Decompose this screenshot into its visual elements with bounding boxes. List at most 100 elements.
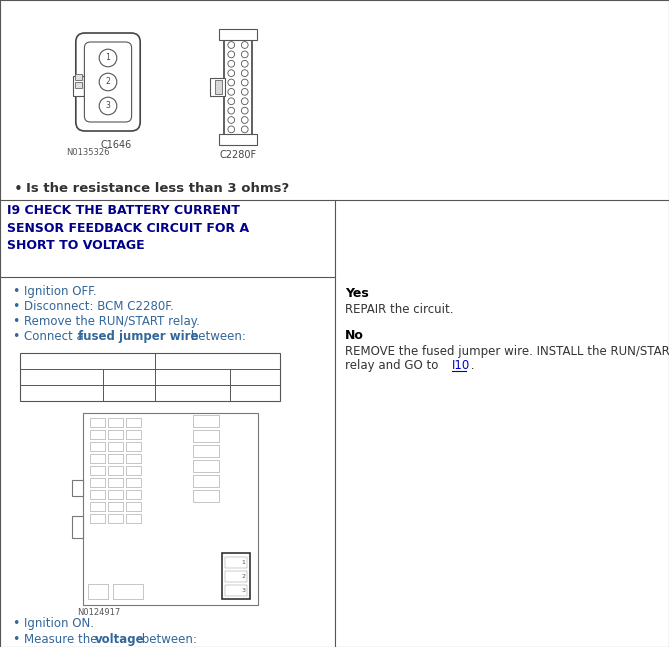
Bar <box>210 78 225 96</box>
Bar <box>90 478 104 487</box>
Bar <box>193 490 219 502</box>
Bar <box>75 82 82 89</box>
Bar <box>112 584 142 599</box>
Bar <box>90 418 104 427</box>
Circle shape <box>242 89 248 95</box>
Bar <box>108 430 122 439</box>
Text: Pin: Pin <box>54 372 70 382</box>
Circle shape <box>228 70 235 76</box>
Bar <box>108 454 122 463</box>
Bar <box>90 502 104 511</box>
Circle shape <box>242 41 248 49</box>
Bar <box>193 415 219 427</box>
Bar <box>90 454 104 463</box>
Circle shape <box>228 116 235 124</box>
Circle shape <box>242 60 248 67</box>
Text: Negative: Negative <box>169 356 216 366</box>
Bar <box>90 514 104 523</box>
Bar <box>126 490 140 499</box>
Circle shape <box>242 116 248 124</box>
Text: —: — <box>124 388 134 398</box>
Text: Positive Lead: Positive Lead <box>54 356 122 366</box>
Text: I9 CHECK THE BATTERY CURRENT
SENSOR FEEDBACK CIRCUIT FOR A
SHORT TO VOLTAGE: I9 CHECK THE BATTERY CURRENT SENSOR FEED… <box>7 204 249 252</box>
Bar <box>126 514 140 523</box>
Text: I10: I10 <box>452 359 470 372</box>
Bar <box>126 418 140 427</box>
Circle shape <box>228 126 235 133</box>
Circle shape <box>228 98 235 105</box>
Text: Circuit: Circuit <box>238 372 272 382</box>
Text: C2280F-3: C2280F-3 <box>37 388 86 398</box>
Text: between:: between: <box>138 633 197 646</box>
Bar <box>75 74 82 80</box>
Bar <box>90 466 104 475</box>
Bar <box>126 430 140 439</box>
Text: •: • <box>12 300 19 313</box>
Bar <box>126 502 140 511</box>
Bar <box>108 418 122 427</box>
Text: No: No <box>345 329 364 342</box>
Text: C2280F-5: C2280F-5 <box>167 388 217 398</box>
Bar <box>193 430 219 442</box>
Text: —: — <box>250 388 260 398</box>
Text: Ignition ON.: Ignition ON. <box>24 617 94 630</box>
Text: Pin: Pin <box>185 372 200 382</box>
Text: relay and GO to: relay and GO to <box>345 359 442 372</box>
Text: C1646: C1646 <box>100 140 132 150</box>
Circle shape <box>228 89 235 95</box>
Text: N0124917: N0124917 <box>78 608 120 617</box>
Bar <box>126 478 140 487</box>
Circle shape <box>99 49 117 67</box>
Bar <box>20 353 280 401</box>
Text: •: • <box>12 315 19 328</box>
Bar <box>108 442 122 451</box>
Text: 2: 2 <box>106 78 110 87</box>
Text: Circuit: Circuit <box>112 372 146 382</box>
Text: .: . <box>467 359 474 372</box>
Circle shape <box>242 126 248 133</box>
Circle shape <box>242 107 248 114</box>
Text: Connect a: Connect a <box>24 330 88 343</box>
Bar <box>90 430 104 439</box>
Bar <box>72 516 82 538</box>
FancyBboxPatch shape <box>84 42 132 122</box>
Text: •: • <box>12 617 19 630</box>
Text: REPAIR the circuit.: REPAIR the circuit. <box>345 303 454 316</box>
FancyBboxPatch shape <box>76 33 140 131</box>
Bar <box>108 478 122 487</box>
Bar <box>108 466 122 475</box>
Bar <box>193 475 219 487</box>
Bar <box>73 76 84 96</box>
Text: Measure the: Measure the <box>24 633 101 646</box>
Text: Disconnect: BCM C2280F.: Disconnect: BCM C2280F. <box>24 300 174 313</box>
Text: C2280F: C2280F <box>219 150 257 160</box>
Bar <box>219 134 257 145</box>
Circle shape <box>228 107 235 114</box>
Text: REMOVE the fused jumper wire. INSTALL the RUN/START: REMOVE the fused jumper wire. INSTALL th… <box>345 345 669 358</box>
Text: Ignition OFF.: Ignition OFF. <box>24 285 96 298</box>
Bar <box>108 490 122 499</box>
Bar <box>82 413 258 605</box>
Text: 1: 1 <box>106 54 110 63</box>
Bar <box>72 479 82 496</box>
Bar <box>126 442 140 451</box>
Bar <box>225 571 246 582</box>
Text: Remove the RUN/START relay.: Remove the RUN/START relay. <box>24 315 200 328</box>
Circle shape <box>242 98 248 105</box>
Text: voltage: voltage <box>95 633 145 646</box>
Text: 3: 3 <box>106 102 110 111</box>
Circle shape <box>99 97 117 115</box>
Circle shape <box>242 51 248 58</box>
Text: 1: 1 <box>242 560 246 565</box>
Text: •: • <box>12 330 19 343</box>
Circle shape <box>242 70 248 76</box>
Text: •: • <box>14 182 23 197</box>
Circle shape <box>228 51 235 58</box>
Bar <box>223 38 252 136</box>
Text: 3: 3 <box>242 589 246 593</box>
Bar <box>215 80 221 94</box>
Circle shape <box>228 79 235 86</box>
Text: fused jumper wire: fused jumper wire <box>78 330 199 343</box>
Text: •: • <box>12 285 19 298</box>
Text: 2: 2 <box>242 575 246 580</box>
